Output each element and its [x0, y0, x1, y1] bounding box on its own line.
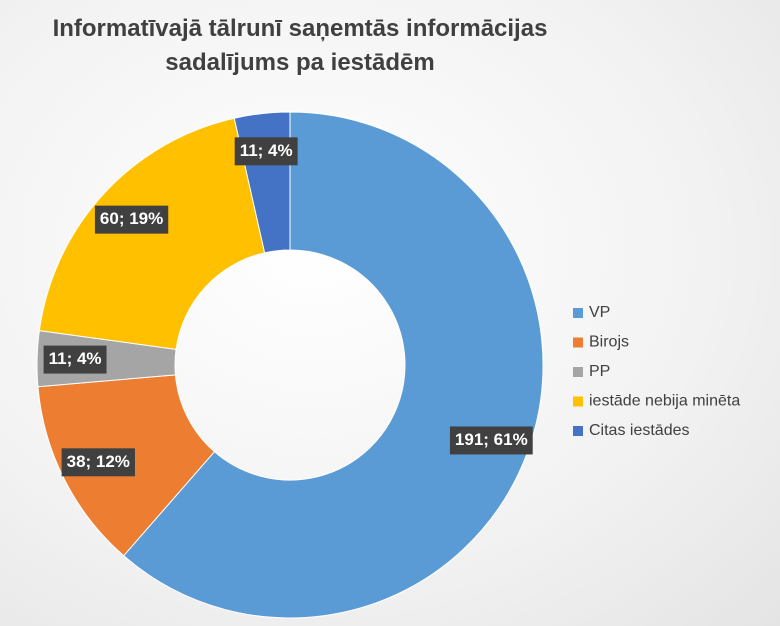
- legend-label: Citas iestādes: [589, 422, 690, 439]
- data-label: 38; 12%: [61, 448, 135, 477]
- data-label-box: [234, 137, 298, 166]
- data-label-box: [61, 448, 135, 477]
- data-label-text: 11; 4%: [49, 349, 102, 368]
- data-label: 191; 61%: [449, 426, 533, 455]
- data-label-box: [449, 426, 533, 455]
- data-label-text: 11; 4%: [240, 141, 293, 160]
- legend-swatch: [573, 367, 583, 377]
- data-label-text: 38; 12%: [67, 452, 130, 471]
- legend-swatch: [573, 396, 583, 407]
- donut-slice: [38, 117, 266, 350]
- data-label-text: 60; 19%: [100, 209, 163, 228]
- data-label-box: [43, 345, 107, 374]
- legend-label: PP: [589, 363, 610, 380]
- chart-title: Informatīvajā tālrunī saņemtās informāci…: [52, 15, 548, 76]
- data-label: 11; 4%: [234, 137, 298, 166]
- data-label: 11; 4%: [43, 345, 107, 374]
- legend-label: VP: [589, 304, 610, 321]
- data-label-box: [94, 205, 169, 234]
- legend-swatch: [573, 308, 583, 318]
- legend-label: Birojs: [589, 334, 629, 351]
- legend-swatch: [573, 426, 583, 436]
- legend-swatch: [573, 337, 583, 348]
- data-label-text: 191; 61%: [455, 430, 528, 449]
- legend-label: iestāde nebija minēta: [589, 393, 740, 410]
- data-label: 60; 19%: [94, 205, 169, 234]
- donut-slice: [123, 111, 544, 619]
